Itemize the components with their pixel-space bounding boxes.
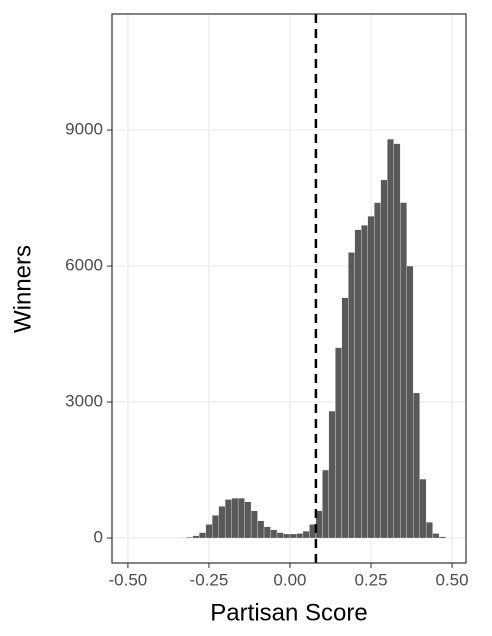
y-tick-label: 6000: [65, 256, 103, 275]
y-tick-label: 9000: [65, 120, 103, 139]
bar: [374, 202, 381, 539]
x-tick-label: 0.50: [436, 570, 469, 589]
bar: [387, 138, 394, 539]
bar: [354, 229, 362, 539]
x-tick-label: -0.50: [109, 570, 148, 589]
bar: [289, 533, 297, 539]
bar: [224, 499, 232, 539]
y-tick-label: 0: [94, 528, 103, 547]
x-axis-title: Partisan Score: [210, 599, 367, 626]
bar: [237, 497, 245, 539]
bar: [296, 533, 304, 539]
bar: [283, 533, 291, 539]
bar: [380, 179, 388, 539]
bar: [322, 469, 330, 539]
bar: [302, 531, 310, 539]
bar: [367, 216, 375, 539]
x-tick-label: 0.25: [354, 570, 387, 589]
bar: [205, 524, 213, 539]
bar: [406, 265, 414, 539]
x-tick-label: 0.00: [273, 570, 306, 589]
plot-border: [111, 13, 467, 564]
bar: [413, 392, 420, 539]
bar: [341, 297, 349, 539]
bar: [263, 526, 271, 539]
bar: [257, 520, 265, 539]
y-axis-title: Winners: [9, 245, 36, 333]
bar: [192, 535, 200, 539]
bar: [419, 478, 427, 539]
bar: [250, 510, 258, 539]
bar: [328, 410, 336, 539]
bar: [276, 532, 284, 539]
bar: [432, 533, 440, 539]
x-tick-label: -0.25: [190, 570, 229, 589]
bar: [400, 202, 407, 539]
y-tick-label: 3000: [65, 392, 103, 411]
bar: [425, 522, 433, 539]
bar: [361, 225, 368, 539]
bar: [218, 506, 226, 539]
bar: [199, 532, 206, 539]
bar: [438, 536, 446, 539]
bar: [186, 536, 193, 539]
bar: [270, 529, 278, 539]
bar: [348, 252, 355, 539]
bar: [231, 497, 239, 539]
bar: [212, 515, 219, 539]
bar: [393, 143, 401, 539]
bar: [335, 347, 342, 539]
bar: [244, 501, 252, 539]
